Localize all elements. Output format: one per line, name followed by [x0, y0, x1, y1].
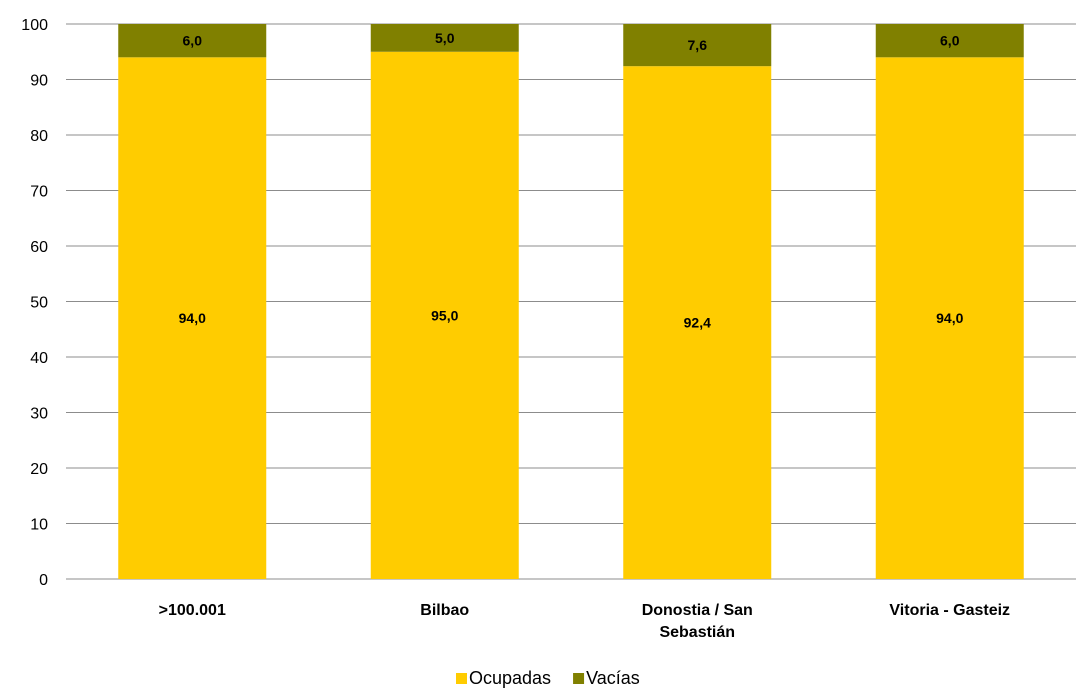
- y-tick-label: 50: [30, 295, 48, 312]
- x-tick-label: >100.001: [159, 602, 226, 619]
- y-tick-label: 80: [30, 128, 48, 145]
- y-tick-label: 90: [30, 73, 48, 90]
- x-tick-label: Donostia / San Sebastián: [642, 602, 753, 641]
- y-axis-ticks: 0 10 20 30 40 50 60 70 80 90 100: [21, 17, 48, 589]
- data-label: 94,0: [936, 310, 963, 326]
- bar-ocupadas-3: [875, 57, 1024, 580]
- bar-vacías-1: [370, 24, 519, 52]
- bar-ocupadas-1: [370, 51, 519, 579]
- data-labels: 94,0 6,0 95,0 5,0 92,4 7,6 94,0 6,0: [179, 30, 964, 331]
- y-tick-label: 60: [30, 239, 48, 256]
- data-label: 6,0: [940, 33, 960, 49]
- y-tick-label: 20: [30, 461, 48, 478]
- x-tick-label: Bilbao: [420, 602, 469, 619]
- bar-vacías-3: [875, 24, 1024, 58]
- y-tick-label: 30: [30, 406, 48, 423]
- bar-vacías-2: [623, 24, 772, 67]
- bar-ocupadas-2: [623, 66, 772, 580]
- x-tick-label: Vitoria - Gasteiz: [889, 602, 1010, 619]
- data-label: 5,0: [435, 30, 455, 46]
- x-axis-labels: >100.001 Bilbao Donostia / San Sebastián Vit…: [159, 602, 1010, 641]
- y-tick-label: 0: [39, 572, 48, 589]
- bar-vacías-0: [118, 24, 267, 58]
- y-tick-label: 70: [30, 184, 48, 201]
- y-tick-label: 10: [30, 517, 48, 534]
- bars: [118, 24, 1024, 580]
- legend-label: Vacías: [586, 668, 640, 688]
- data-label: 6,0: [183, 33, 203, 49]
- legend: Ocupadas Vacías: [456, 668, 640, 688]
- data-label: 92,4: [684, 315, 711, 331]
- legend-label: Ocupadas: [469, 668, 551, 688]
- data-label: 94,0: [179, 310, 206, 326]
- data-label: 95,0: [431, 307, 458, 323]
- y-tick-label: 40: [30, 350, 48, 367]
- legend-swatch-ocupadas: [456, 673, 467, 684]
- y-tick-label: 100: [21, 17, 48, 34]
- legend-swatch-vacías: [573, 673, 585, 684]
- data-label: 7,6: [688, 37, 708, 53]
- bar-ocupadas-0: [118, 57, 267, 580]
